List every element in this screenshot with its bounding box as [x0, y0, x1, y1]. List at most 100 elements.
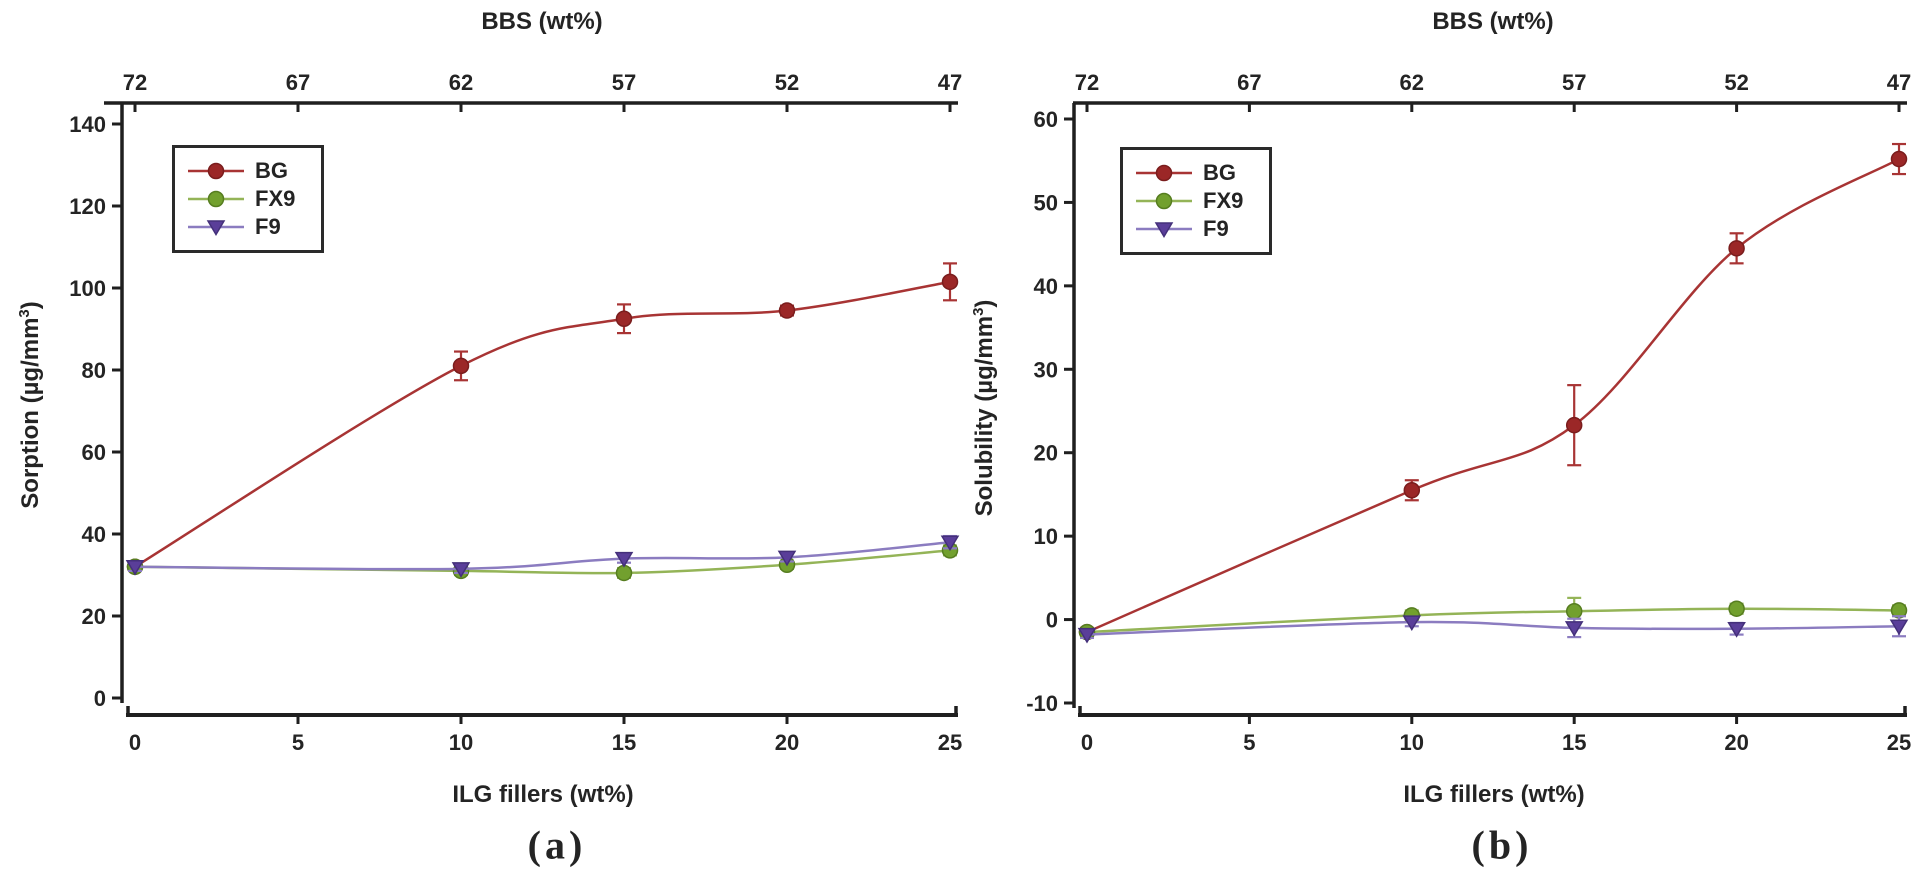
legend-marker-f9-icon [1136, 222, 1192, 239]
marker-f9 [614, 551, 634, 568]
top-axis-tick-label: 62 [1400, 70, 1424, 95]
marker-f9 [1727, 621, 1746, 638]
legend-marker-fx9-icon [1136, 192, 1192, 210]
marker-bg [615, 310, 633, 327]
legend-label: BG [255, 157, 288, 183]
legend-label: FX9 [1203, 187, 1244, 213]
y-axis-tick-label: 60 [82, 440, 106, 465]
top-axis-tick-label: 67 [1237, 70, 1261, 95]
marker-bg [1728, 240, 1745, 257]
top-axis-tick-label: 72 [1075, 70, 1099, 95]
x-axis-tick-label: 10 [449, 730, 473, 755]
legend-marker-f9-icon [188, 220, 244, 237]
marker-fx9 [615, 564, 633, 582]
y-axis-tick-label: 140 [69, 112, 106, 137]
top-axis-tick-label: 62 [449, 70, 473, 95]
x-axis-tick-label: 25 [1887, 730, 1911, 755]
legend-marker-bg-icon [188, 162, 244, 179]
marker-fx9 [1728, 600, 1745, 617]
marker-bg [207, 162, 225, 179]
marker-f9 [1402, 615, 1422, 632]
top-axis-tick-label: 52 [775, 70, 799, 95]
x-axis-tick-label: 15 [612, 730, 636, 755]
marker-f9 [451, 562, 471, 578]
legend-label: F9 [1203, 216, 1229, 242]
marker-f9 [940, 535, 960, 552]
legend-item-bg: BG [187, 158, 305, 183]
series-line-bg [134, 280, 951, 568]
legend-marker-bg-icon [1136, 164, 1192, 181]
chart-b-y-axis-title: Solubility (µg/mm3) [971, 299, 998, 517]
chart-a-legend: BG FX9 F9 [172, 145, 324, 253]
legend-label: BG [1203, 159, 1236, 185]
top-axis-tick-label: 52 [1724, 70, 1748, 95]
chart-a-top-axis-title: BBS (wt%) [481, 8, 603, 35]
marker-f9 [206, 220, 226, 237]
top-axis-tick-label: 67 [286, 70, 310, 95]
y-axis-tick-label: 60 [1034, 107, 1058, 132]
marker-f9 [1889, 619, 1909, 636]
y-axis-tick-label: -10 [1026, 691, 1058, 716]
top-axis-tick-label: 47 [1887, 70, 1911, 95]
chart-a-x-axis-title: ILG fillers (wt%) [452, 781, 634, 808]
x-axis-tick-label: 20 [1724, 730, 1748, 755]
x-axis-tick-label: 0 [129, 730, 141, 755]
marker-f9 [777, 550, 797, 567]
legend-item-bg: BG [1135, 160, 1253, 185]
chart-a-caption: (a) [527, 822, 587, 868]
series-line-f9 [1086, 620, 1900, 636]
marker-bg [1155, 164, 1173, 181]
marker-bg [1890, 150, 1908, 168]
marker-f9 [1564, 621, 1584, 637]
marker-fx9 [207, 190, 225, 208]
marker-bg [941, 273, 959, 291]
marker-bg [778, 302, 796, 319]
y-axis-tick-label: 40 [1034, 274, 1058, 299]
x-axis-tick-label: 10 [1400, 730, 1424, 755]
marker-bg [1403, 482, 1421, 499]
x-axis-tick-label: 25 [938, 730, 962, 755]
legend-item-f9: F9 [1135, 217, 1253, 242]
y-axis-tick-label: 100 [69, 276, 106, 301]
top-axis-tick-label: 47 [938, 70, 962, 95]
chart-b-x-axis-title: ILG fillers (wt%) [1403, 781, 1585, 808]
chart-b-legend: BG FX9 F9 [1120, 147, 1272, 255]
series-line-fx9 [1086, 607, 1900, 634]
legend-item-fx9: FX9 [1135, 188, 1253, 213]
x-axis-tick-label: 5 [1243, 730, 1255, 755]
legend-marker-fx9-icon [188, 190, 244, 208]
series-line-f9 [134, 540, 951, 571]
marker-f9 [125, 560, 145, 576]
chart-a-y-axis-title: Sorption (µg/mm3) [17, 301, 44, 509]
chart-b-caption: (b) [1471, 822, 1533, 868]
legend-item-f9: F9 [187, 215, 305, 240]
top-axis-tick-label: 72 [123, 70, 147, 95]
y-axis-tick-label: 50 [1034, 190, 1058, 215]
y-axis-tick-label: 120 [69, 194, 106, 219]
y-axis-tick-label: 0 [1046, 608, 1058, 633]
legend-label: F9 [255, 214, 281, 240]
marker-bg [452, 357, 470, 375]
marker-fx9 [1155, 192, 1173, 210]
y-axis-tick-label: 80 [82, 358, 106, 383]
top-axis-tick-label: 57 [612, 70, 636, 95]
marker-f9 [1077, 627, 1097, 644]
y-axis-tick-label: 20 [82, 604, 106, 629]
marker-fx9 [1565, 602, 1583, 620]
y-axis-tick-label: 10 [1034, 524, 1058, 549]
top-axis-tick-label: 57 [1562, 70, 1586, 95]
y-axis-tick-label: 30 [1034, 357, 1058, 382]
y-axis-tick-label: 40 [82, 522, 106, 547]
legend-label: FX9 [255, 185, 296, 211]
x-axis-tick-label: 5 [292, 730, 304, 755]
chart-b-top-axis-title: BBS (wt%) [1432, 8, 1554, 35]
x-axis-tick-label: 0 [1081, 730, 1093, 755]
y-axis-tick-label: 20 [1034, 441, 1058, 466]
x-axis-tick-label: 20 [775, 730, 799, 755]
marker-bg [1565, 416, 1583, 434]
marker-f9 [1154, 222, 1174, 239]
x-axis-tick-label: 15 [1562, 730, 1586, 755]
y-axis-tick-label: 0 [94, 686, 106, 711]
